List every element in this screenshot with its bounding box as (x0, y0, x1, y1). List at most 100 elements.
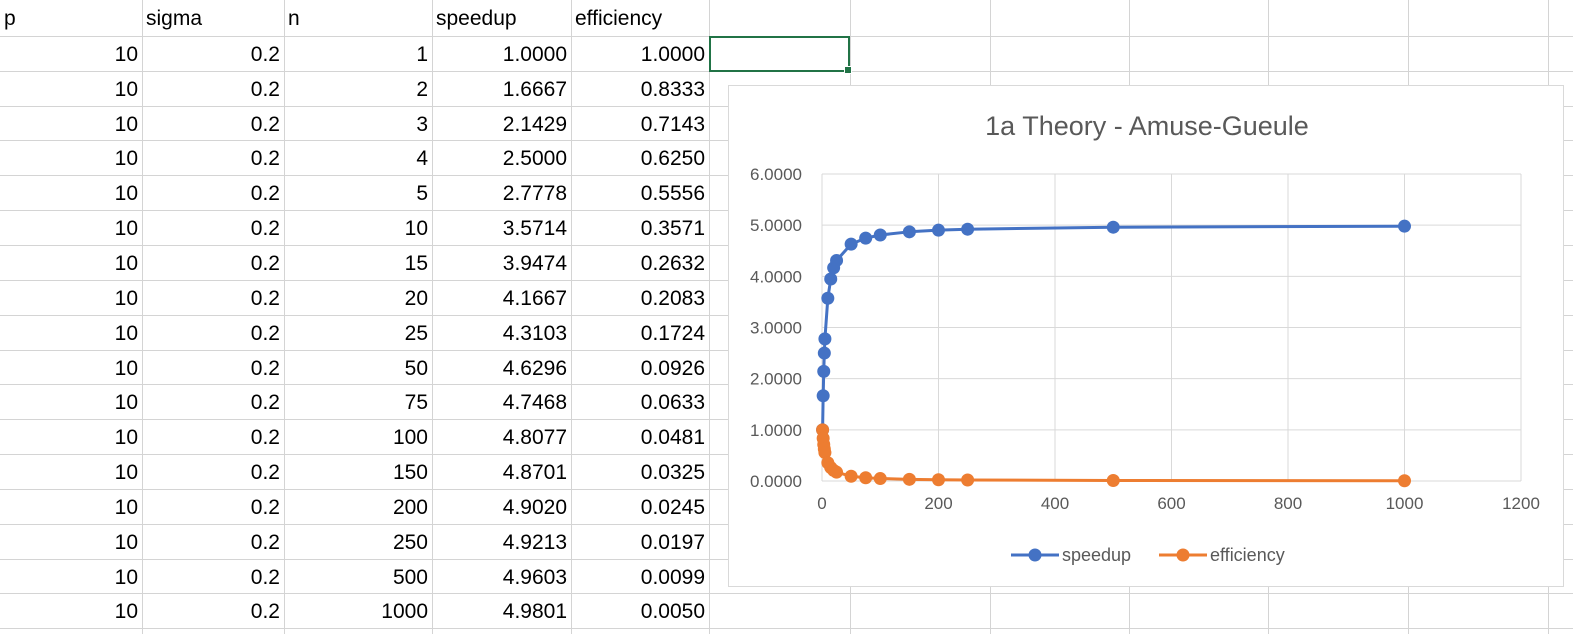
cell-speedup[interactable]: 4.9603 (502, 566, 567, 589)
data-point-speedup[interactable] (844, 237, 858, 251)
selected-cell[interactable] (709, 36, 852, 74)
cell-speedup[interactable]: 4.9020 (502, 496, 567, 519)
data-point-speedup[interactable] (818, 332, 832, 346)
cell-sigma[interactable]: 0.2 (250, 322, 280, 345)
cell-efficiency[interactable]: 0.3571 (640, 217, 705, 240)
cell-efficiency[interactable]: 0.0325 (640, 461, 705, 484)
data-point-speedup[interactable] (817, 364, 831, 378)
cell-sigma[interactable]: 0.2 (250, 566, 280, 589)
cell-sigma[interactable]: 0.2 (250, 461, 280, 484)
cell-p[interactable]: 10 (114, 461, 138, 484)
cell-p[interactable]: 10 (114, 531, 138, 554)
cell-n[interactable]: 200 (392, 496, 428, 519)
cell-sigma[interactable]: 0.2 (250, 78, 280, 101)
data-point-speedup[interactable] (821, 291, 835, 305)
cell-n[interactable]: 1 (416, 43, 428, 66)
chart-legend[interactable]: speedup efficiency (1011, 545, 1285, 565)
cell-efficiency[interactable]: 0.0481 (640, 426, 705, 449)
cell-p[interactable]: 10 (114, 113, 138, 136)
data-point-efficiency[interactable] (818, 446, 832, 460)
cell-efficiency[interactable]: 0.2632 (640, 252, 705, 275)
cell-p[interactable]: 10 (114, 357, 138, 380)
cell-speedup[interactable]: 4.7468 (502, 391, 567, 414)
header-cell-sigma[interactable]: sigma (146, 7, 203, 30)
cell-p[interactable]: 10 (114, 78, 138, 101)
cell-n[interactable]: 75 (404, 391, 428, 414)
cell-p[interactable]: 10 (114, 217, 138, 240)
cell-sigma[interactable]: 0.2 (250, 43, 280, 66)
cell-efficiency[interactable]: 0.0197 (640, 531, 705, 554)
chart[interactable]: 1a Theory - Amuse-Gueule 0.0000 1.0000 2.0… (728, 85, 1564, 587)
cell-n[interactable]: 250 (392, 531, 428, 554)
data-point-efficiency[interactable] (830, 465, 844, 479)
cell-n[interactable]: 25 (404, 322, 428, 345)
series-efficiency[interactable] (816, 423, 1411, 488)
data-point-efficiency[interactable] (844, 469, 858, 483)
legend-item-speedup[interactable]: speedup (1011, 545, 1131, 565)
cell-p[interactable]: 10 (114, 600, 138, 623)
cell-n[interactable]: 3 (416, 113, 428, 136)
cell-sigma[interactable]: 0.2 (250, 182, 280, 205)
cell-speedup[interactable]: 4.6296 (502, 357, 567, 380)
cell-speedup[interactable]: 3.9474 (502, 252, 567, 275)
cell-efficiency[interactable]: 0.7143 (640, 113, 705, 136)
cell-n[interactable]: 15 (404, 252, 428, 275)
cell-p[interactable]: 10 (114, 426, 138, 449)
cell-speedup[interactable]: 4.8701 (502, 461, 567, 484)
cell-efficiency[interactable]: 0.5556 (640, 182, 705, 205)
data-point-speedup[interactable] (817, 346, 831, 360)
cell-sigma[interactable]: 0.2 (250, 287, 280, 310)
cell-speedup[interactable]: 2.7778 (502, 182, 567, 205)
cell-n[interactable]: 4 (416, 147, 428, 170)
cell-p[interactable]: 10 (114, 566, 138, 589)
cell-p[interactable]: 10 (114, 147, 138, 170)
data-point-efficiency[interactable] (859, 471, 873, 485)
header-cell-efficiency[interactable]: efficiency (575, 7, 663, 30)
cell-p[interactable]: 10 (114, 43, 138, 66)
cell-efficiency[interactable]: 0.0245 (640, 496, 705, 519)
cell-n[interactable]: 2 (416, 78, 428, 101)
cell-sigma[interactable]: 0.2 (250, 252, 280, 275)
cell-p[interactable]: 10 (114, 322, 138, 345)
cell-efficiency[interactable]: 0.2083 (640, 287, 705, 310)
data-point-speedup[interactable] (961, 222, 975, 236)
cell-speedup[interactable]: 1.6667 (502, 78, 567, 101)
cell-n[interactable]: 1000 (381, 600, 428, 623)
cell-n[interactable]: 150 (392, 461, 428, 484)
data-point-efficiency[interactable] (1398, 474, 1411, 488)
cell-speedup[interactable]: 3.5714 (502, 217, 567, 240)
data-point-efficiency[interactable] (1106, 473, 1120, 487)
data-point-speedup[interactable] (902, 225, 916, 239)
cell-sigma[interactable]: 0.2 (250, 496, 280, 519)
data-point-speedup[interactable] (816, 389, 830, 403)
cell-speedup[interactable]: 4.1667 (502, 287, 567, 310)
cell-efficiency[interactable]: 1.0000 (640, 43, 705, 66)
cell-n[interactable]: 100 (392, 426, 428, 449)
data-point-efficiency[interactable] (902, 472, 916, 486)
cell-speedup[interactable]: 2.1429 (502, 113, 567, 136)
series-speedup[interactable] (816, 219, 1411, 437)
cell-sigma[interactable]: 0.2 (250, 113, 280, 136)
cell-efficiency[interactable]: 0.0099 (640, 566, 705, 589)
cell-sigma[interactable]: 0.2 (250, 426, 280, 449)
data-point-speedup[interactable] (859, 231, 873, 245)
header-cell-p[interactable]: p (4, 7, 16, 30)
cell-efficiency[interactable]: 0.0050 (640, 600, 705, 623)
cell-sigma[interactable]: 0.2 (250, 531, 280, 554)
cell-p[interactable]: 10 (114, 287, 138, 310)
cell-p[interactable]: 10 (114, 391, 138, 414)
fill-handle[interactable] (844, 66, 852, 74)
cell-speedup[interactable]: 2.5000 (502, 147, 567, 170)
data-point-speedup[interactable] (1398, 219, 1411, 233)
cell-speedup[interactable]: 1.0000 (502, 43, 567, 66)
cell-p[interactable]: 10 (114, 182, 138, 205)
cell-sigma[interactable]: 0.2 (250, 357, 280, 380)
cell-sigma[interactable]: 0.2 (250, 217, 280, 240)
cell-speedup[interactable]: 4.8077 (502, 426, 567, 449)
cell-n[interactable]: 20 (404, 287, 428, 310)
cell-p[interactable]: 10 (114, 252, 138, 275)
header-cell-speedup[interactable]: speedup (436, 7, 517, 30)
data-point-efficiency[interactable] (873, 472, 887, 486)
cell-efficiency[interactable]: 0.1724 (640, 322, 705, 345)
header-cell-n[interactable]: n (288, 7, 300, 30)
